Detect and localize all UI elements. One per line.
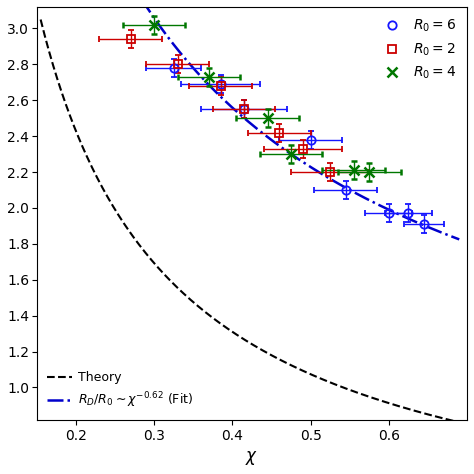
$R_D/R_0 \sim \chi^{-0.62}$ (Fit) bbox=[354, 191, 360, 197]
$R_D/R_0 \sim \chi^{-0.62}$ (Fit) bbox=[356, 192, 362, 198]
Theory bbox=[342, 385, 348, 391]
$R_D/R_0 \sim \chi^{-0.62}$ (Fit) bbox=[209, 84, 214, 90]
Theory bbox=[340, 384, 346, 390]
Legend: Theory, $R_D/R_0 \sim \chi^{-0.62}$ (Fit): Theory, $R_D/R_0 \sim \chi^{-0.62}$ (Fit… bbox=[43, 367, 197, 413]
Theory bbox=[88, 163, 94, 168]
X-axis label: $\chi$: $\chi$ bbox=[246, 449, 258, 467]
Line: Theory: Theory bbox=[41, 19, 459, 422]
$R_D/R_0 \sim \chi^{-0.62}$ (Fit) bbox=[456, 237, 462, 242]
Line: $R_D/R_0 \sim \chi^{-0.62}$ (Fit): $R_D/R_0 \sim \chi^{-0.62}$ (Fit) bbox=[91, 0, 459, 239]
Theory bbox=[174, 284, 180, 290]
Theory bbox=[301, 368, 307, 374]
Theory bbox=[38, 17, 44, 22]
Theory bbox=[456, 419, 462, 425]
$R_D/R_0 \sim \chi^{-0.62}$ (Fit) bbox=[320, 172, 326, 177]
$R_D/R_0 \sim \chi^{-0.62}$ (Fit) bbox=[234, 109, 240, 115]
Theory bbox=[203, 310, 209, 316]
